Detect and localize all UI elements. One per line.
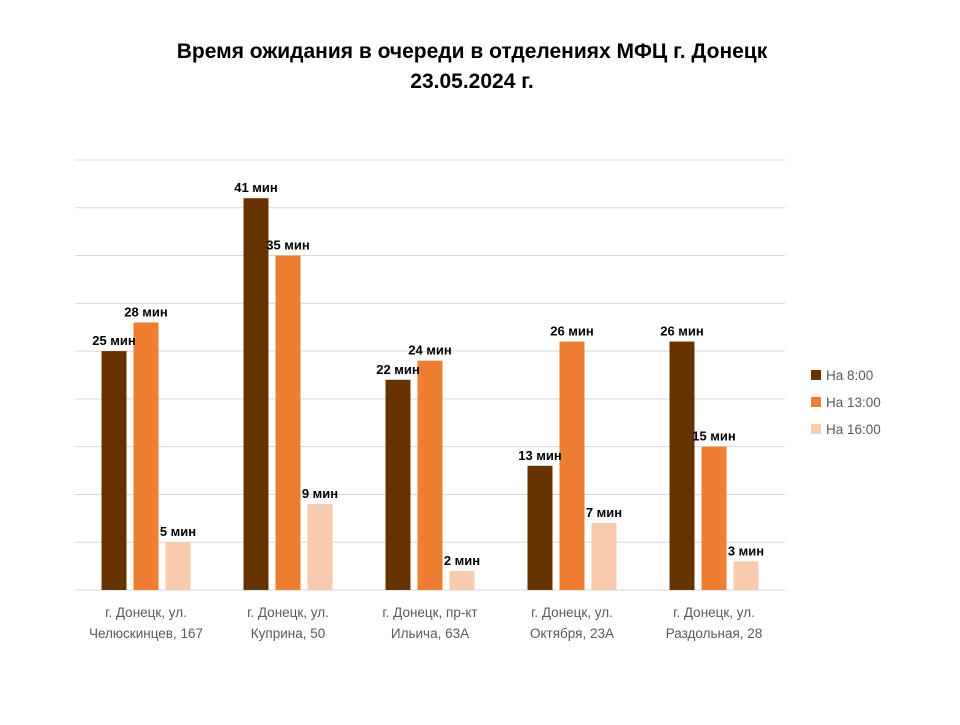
data-label-3-3: 2 мин (444, 553, 480, 568)
bar-3-2 (307, 504, 333, 590)
bar-2-3 (417, 360, 443, 590)
legend-swatch-3 (811, 424, 821, 434)
bar-2-4 (559, 341, 585, 590)
bar-3-4 (591, 523, 617, 590)
category-label-4-line-2: Октября, 23А (530, 626, 614, 641)
bar-3-1 (165, 542, 191, 590)
data-label-1-2: 41 мин (234, 180, 278, 195)
legend-label-3: На 16:00 (826, 422, 881, 437)
category-label-1-line-2: Челюскинцев, 167 (89, 626, 203, 641)
data-label-2-4: 26 мин (550, 324, 594, 339)
category-label-1-line-1: г. Донецк, ул. (105, 605, 187, 620)
legend-label-1: На 8:00 (826, 368, 873, 383)
bars (101, 198, 759, 591)
bar-2-1 (133, 322, 159, 590)
legend-swatch-1 (811, 370, 821, 380)
category-label-4-line-1: г. Донецк, ул. (531, 605, 613, 620)
bar-3-5 (733, 561, 759, 590)
data-label-2-2: 35 мин (266, 238, 310, 253)
data-label-1-4: 13 мин (518, 448, 562, 463)
category-label-2-line-2: Куприна, 50 (251, 626, 325, 641)
bar-1-4 (527, 465, 553, 590)
data-label-3-2: 9 мин (302, 486, 338, 501)
bar-1-5 (669, 341, 695, 590)
data-label-1-1: 25 мин (92, 333, 136, 348)
bar-1-2 (243, 198, 269, 590)
chart-title-line-2: 23.05.2024 г. (410, 70, 533, 93)
category-label-3-line-2: Ильича, 63А (391, 626, 469, 641)
bar-1-1 (101, 351, 127, 590)
data-label-1-5: 26 мин (660, 324, 704, 339)
data-label-2-5: 15 мин (692, 429, 736, 444)
chart-title-line-1: Время ожидания в очереди в отделениях МФ… (177, 40, 768, 63)
data-label-2-1: 28 мин (124, 304, 168, 319)
legend-swatch-2 (811, 397, 821, 407)
category-labels: г. Донецк, ул. Челюскинцев, 167 г. Донецк,… (89, 605, 762, 641)
data-label-3-4: 7 мин (586, 505, 622, 520)
chart-title: Время ожидания в очереди в отделениях МФ… (177, 40, 768, 93)
bar-3-3 (449, 570, 475, 590)
bar-2-5 (701, 446, 727, 590)
category-label-2-line-1: г. Донецк, ул. (247, 605, 329, 620)
category-label-5-line-2: Раздольная, 28 (666, 626, 763, 641)
category-label-5-line-1: г. Донецк, ул. (673, 605, 755, 620)
bar-2-2 (275, 255, 301, 591)
legend-label-2: На 13:00 (826, 395, 881, 410)
data-label-3-1: 5 мин (160, 524, 196, 539)
data-label-1-3: 22 мин (376, 362, 420, 377)
bar-1-3 (385, 379, 411, 590)
data-labels: 25 мин 28 мин 5 мин 41 мин 35 мин 9 мин 22 мин… (92, 180, 764, 568)
legend: На 8:00 На 13:00 На 16:00 (811, 368, 881, 437)
category-label-3-line-1: г. Донецк, пр-кт (382, 605, 477, 620)
data-label-2-3: 24 мин (408, 343, 452, 358)
data-label-3-5: 3 мин (728, 543, 764, 558)
